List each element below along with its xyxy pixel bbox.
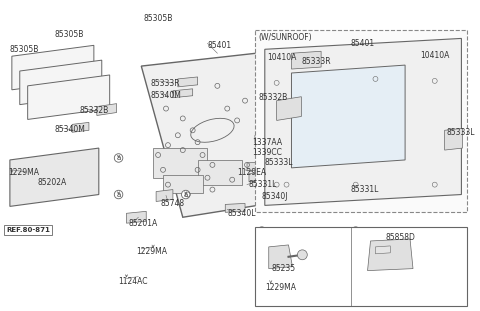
Text: 10410A: 10410A (267, 53, 296, 62)
Text: a: a (117, 192, 120, 197)
Polygon shape (126, 211, 146, 223)
Text: 85748: 85748 (160, 199, 184, 208)
Polygon shape (375, 246, 390, 254)
Polygon shape (261, 185, 278, 194)
Bar (153, 148, 207, 178)
Text: 1229MA: 1229MA (265, 283, 296, 292)
Bar (198, 160, 242, 185)
Text: 10410A: 10410A (420, 51, 449, 60)
Text: 85305B: 85305B (143, 14, 173, 23)
Polygon shape (173, 89, 192, 98)
Bar (255, 227, 468, 306)
Text: 85333L: 85333L (265, 158, 293, 167)
Polygon shape (291, 51, 321, 69)
Polygon shape (249, 173, 267, 182)
Text: 85235: 85235 (272, 264, 296, 273)
Text: b: b (329, 157, 333, 163)
Text: 85201A: 85201A (129, 219, 158, 228)
Text: a: a (373, 192, 378, 197)
Polygon shape (141, 49, 326, 217)
Text: 1129EA: 1129EA (237, 168, 266, 177)
Text: 1339CC: 1339CC (252, 148, 282, 157)
Text: (W/SUNROOF): (W/SUNROOF) (259, 34, 312, 43)
Text: 1229MA: 1229MA (8, 168, 39, 177)
Bar (255, 30, 468, 212)
Polygon shape (178, 77, 198, 87)
Text: 85340M: 85340M (150, 91, 181, 100)
Text: REF.80-871: REF.80-871 (6, 227, 50, 233)
Text: d: d (353, 228, 358, 234)
Circle shape (298, 250, 307, 260)
Polygon shape (20, 60, 102, 104)
Text: 85332B: 85332B (79, 106, 108, 115)
Text: 85340J: 85340J (262, 192, 288, 201)
Polygon shape (156, 190, 173, 202)
Text: 85331L: 85331L (351, 185, 379, 194)
Polygon shape (225, 203, 245, 212)
Text: a: a (260, 228, 264, 234)
Text: 85202A: 85202A (37, 178, 67, 187)
Polygon shape (12, 45, 94, 90)
Text: 85305B: 85305B (10, 45, 39, 54)
Polygon shape (10, 148, 99, 207)
Polygon shape (276, 97, 301, 120)
Polygon shape (97, 104, 117, 115)
Polygon shape (255, 134, 275, 143)
Text: 85332B: 85332B (259, 93, 288, 102)
Text: 85340M: 85340M (54, 125, 85, 134)
Polygon shape (291, 65, 405, 168)
Bar (163, 175, 203, 193)
Text: 85331L: 85331L (249, 180, 277, 189)
Polygon shape (269, 245, 292, 269)
Text: 85858D: 85858D (385, 233, 415, 242)
Polygon shape (265, 39, 461, 205)
Text: a: a (270, 192, 274, 197)
Polygon shape (260, 151, 276, 159)
Text: 85333R: 85333R (301, 57, 331, 66)
Polygon shape (444, 128, 462, 150)
Text: a: a (184, 192, 188, 197)
Text: 85333L: 85333L (446, 128, 475, 137)
Polygon shape (368, 239, 413, 271)
Text: 85340L: 85340L (227, 209, 256, 218)
Text: 85401: 85401 (351, 39, 375, 49)
Text: 1337AA: 1337AA (252, 138, 282, 147)
Text: 1124AC: 1124AC (119, 276, 148, 285)
Text: 1229MA: 1229MA (136, 247, 168, 256)
Polygon shape (247, 162, 264, 171)
Polygon shape (28, 75, 109, 119)
Text: a: a (117, 155, 120, 161)
Text: 85401: 85401 (207, 41, 232, 50)
Text: 85305B: 85305B (54, 30, 84, 39)
Text: 85333R: 85333R (150, 79, 180, 88)
Polygon shape (72, 123, 89, 132)
